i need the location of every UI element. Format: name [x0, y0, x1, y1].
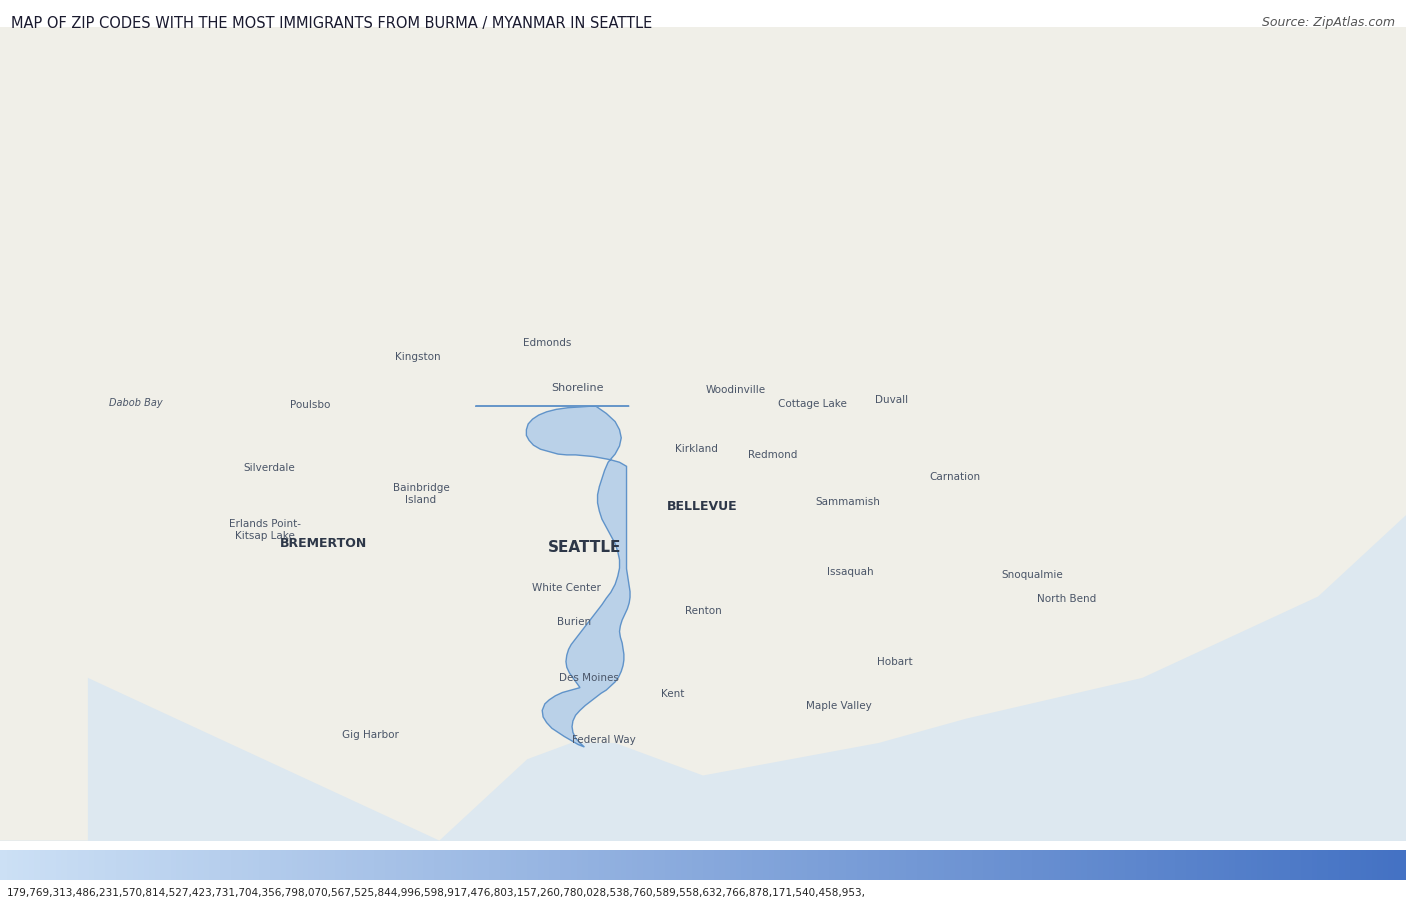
Text: Dabob Bay: Dabob Bay [110, 398, 163, 408]
Text: Erlands Point-
Kitsap Lake: Erlands Point- Kitsap Lake [229, 519, 301, 540]
Text: Snoqualmie: Snoqualmie [1001, 570, 1063, 580]
Text: Burien: Burien [557, 617, 591, 627]
Text: Issaquah: Issaquah [827, 567, 875, 577]
Text: Woodinville: Woodinville [706, 385, 766, 395]
Text: Renton: Renton [685, 606, 721, 616]
Text: BELLEVUE: BELLEVUE [666, 501, 737, 513]
Text: Edmonds: Edmonds [523, 338, 572, 348]
Text: Source: ZipAtlas.com: Source: ZipAtlas.com [1261, 16, 1395, 29]
FancyBboxPatch shape [0, 27, 1406, 841]
Polygon shape [0, 27, 1406, 841]
Text: MAP OF ZIP CODES WITH THE MOST IMMIGRANTS FROM BURMA / MYANMAR IN SEATTLE: MAP OF ZIP CODES WITH THE MOST IMMIGRANT… [11, 16, 652, 31]
Text: North Bend: North Bend [1038, 594, 1097, 604]
Text: Carnation: Carnation [929, 472, 981, 482]
Text: Silverdale: Silverdale [243, 463, 295, 473]
Text: Federal Way: Federal Way [572, 735, 636, 745]
Text: BREMERTON: BREMERTON [280, 537, 367, 550]
Text: 179,769,313,486,231,570,814,527,423,731,704,356,798,070,567,525,844,996,598,917,: 179,769,313,486,231,570,814,527,423,731,… [7, 888, 866, 898]
Text: Kingston: Kingston [395, 352, 440, 362]
Text: Shoreline: Shoreline [551, 383, 603, 393]
Polygon shape [475, 406, 630, 747]
Text: White Center: White Center [533, 583, 602, 593]
Text: SEATTLE: SEATTLE [548, 540, 621, 556]
Text: Duvall: Duvall [876, 395, 908, 405]
Text: Poulsbo: Poulsbo [290, 400, 330, 410]
Text: Sammamish: Sammamish [815, 497, 880, 507]
Text: Bainbridge
Island: Bainbridge Island [392, 483, 450, 504]
Text: Gig Harbor: Gig Harbor [342, 730, 398, 740]
Text: Cottage Lake: Cottage Lake [778, 398, 846, 409]
Text: Kent: Kent [661, 690, 685, 699]
Text: Kirkland: Kirkland [675, 444, 717, 454]
Text: Hobart: Hobart [877, 656, 912, 666]
Text: Maple Valley: Maple Valley [806, 701, 872, 711]
Text: Redmond: Redmond [748, 450, 797, 460]
Text: Des Moines: Des Moines [558, 672, 619, 683]
